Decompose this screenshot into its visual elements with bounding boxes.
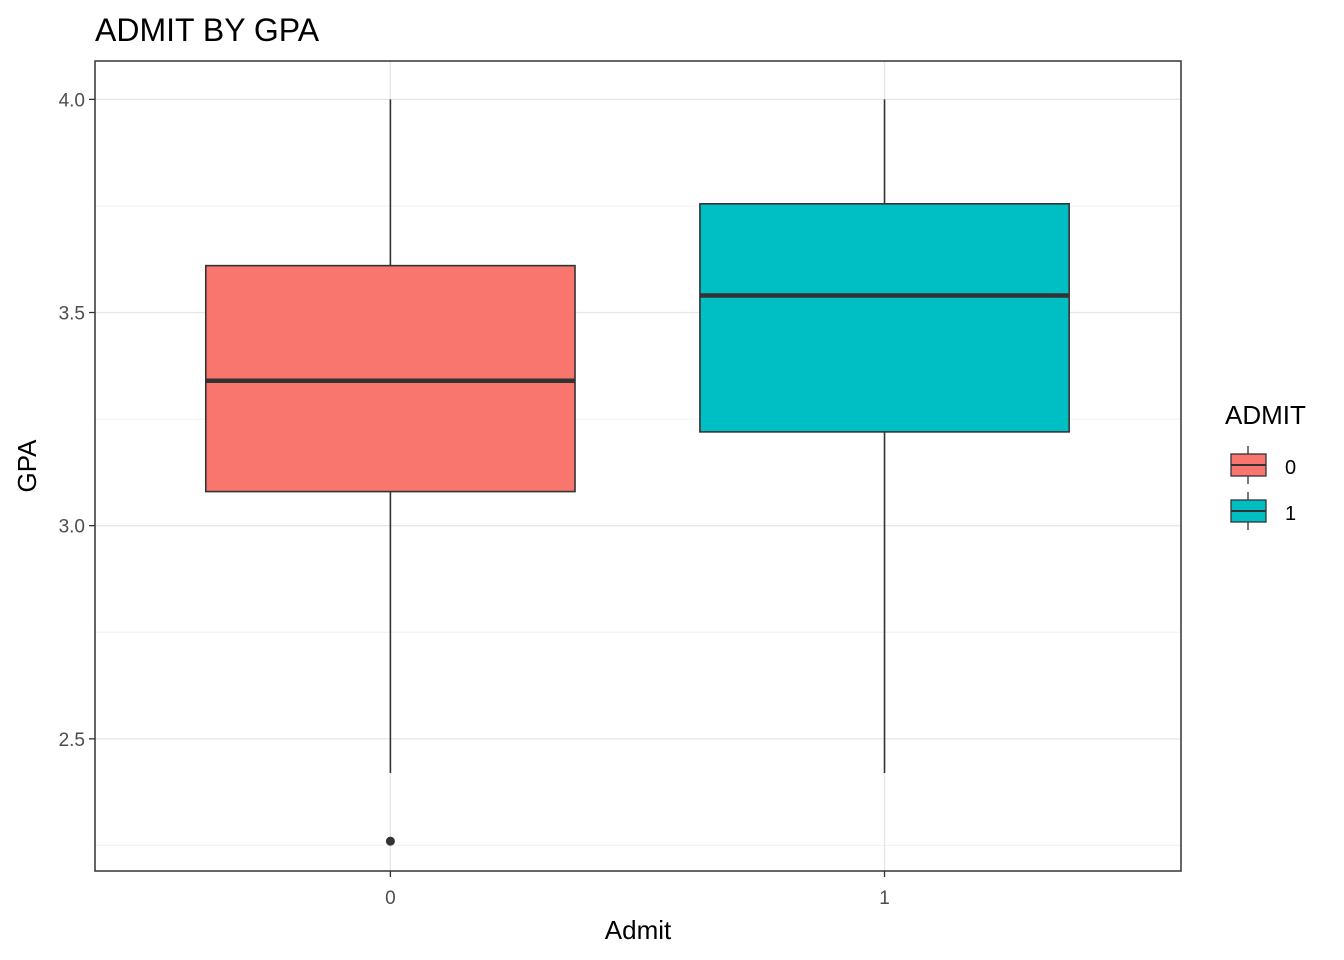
x-axis-title: Admit <box>605 915 672 945</box>
legend-title: ADMIT <box>1225 400 1306 430</box>
x-tick-label-1: 1 <box>879 888 890 909</box>
y-axis-title: GPA <box>12 439 42 493</box>
legend-key-0 <box>1230 446 1267 484</box>
y-tick-label-2: 3.5 <box>59 304 85 325</box>
legend: ADMIT 0 1 <box>1225 400 1306 530</box>
box-group-1 <box>699 99 1070 773</box>
legend-keys <box>1230 446 1267 530</box>
outlier-point-0-0 <box>385 836 395 846</box>
x-tick-label-0: 0 <box>385 888 396 909</box>
y-tick-label-1: 3.0 <box>59 517 85 538</box>
y-tick-label-3: 4.0 <box>59 90 85 111</box>
chart-title: ADMIT BY GPA <box>95 12 320 48</box>
box-layer <box>204 99 1070 846</box>
box-group-0 <box>204 99 576 846</box>
y-tick-label-0: 2.5 <box>59 730 85 751</box>
legend-label-1: 1 <box>1285 503 1296 525</box>
axis-ticks: 2.5 3.0 3.5 4.0 0 1 <box>59 90 890 909</box>
legend-label-0: 0 <box>1285 457 1296 479</box>
plot-panel-border <box>94 60 1182 872</box>
box-1 <box>699 203 1070 433</box>
legend-key-1 <box>1230 492 1267 530</box>
